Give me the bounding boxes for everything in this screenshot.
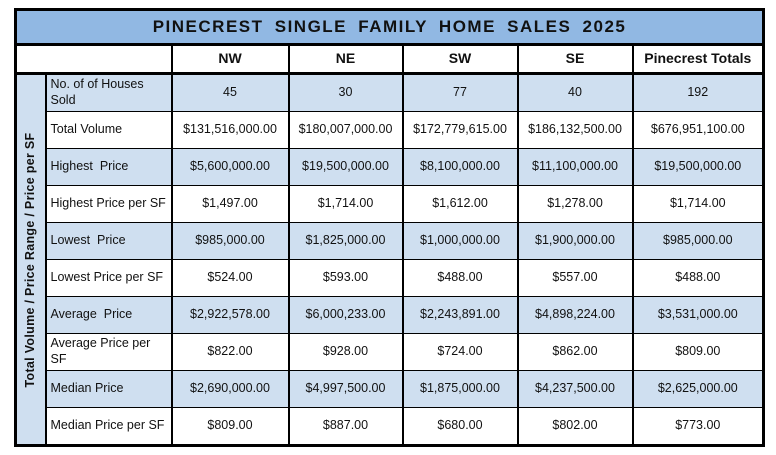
table-row: Average Price $2,922,578.00 $6,000,233.00 $…: [16, 296, 765, 334]
cell-value: $11,100,000.00: [516, 148, 634, 186]
cell-value: $862.00: [516, 333, 634, 371]
column-header-totals: Pinecrest Totals: [631, 44, 765, 75]
table-row: Median Price $2,690,000.00 $4,997,500.00 $1…: [16, 370, 765, 408]
cell-value: $593.00: [287, 259, 404, 297]
cell-value: $1,714.00: [287, 185, 404, 223]
table-row: Average Price per SF $822.00 $928.00 $724.0…: [16, 333, 765, 371]
cell-value: $6,000,233.00: [287, 296, 404, 334]
cell-value: $887.00: [287, 407, 404, 446]
cell-value: $680.00: [401, 407, 519, 446]
column-header-nw: NW: [170, 44, 290, 75]
column-header-se: SE: [516, 44, 634, 75]
column-header-ne: NE: [287, 44, 404, 75]
row-label: Lowest Price per SF: [44, 259, 173, 297]
table-row: Highest Price per SF $1,497.00 $1,714.00 $1…: [16, 185, 765, 223]
cell-value: $1,000,000.00: [401, 222, 519, 260]
cell-value: $1,825,000.00: [287, 222, 404, 260]
table-title: PINECREST SINGLE FAMILY HOME SALES 2025: [14, 9, 765, 46]
table-row: Lowest Price per SF $524.00 $593.00 $488.00…: [16, 259, 765, 297]
cell-value: $676,951,100.00: [631, 111, 765, 149]
cell-value: $773.00: [631, 407, 765, 446]
cell-value: $1,714.00: [631, 185, 765, 223]
cell-value: $1,278.00: [516, 185, 634, 223]
home-sales-table: PINECREST SINGLE FAMILY HOME SALES 2025 …: [14, 8, 766, 447]
cell-value: $802.00: [516, 407, 634, 446]
cell-value: 45: [170, 73, 290, 112]
cell-value: $822.00: [170, 333, 290, 371]
table-row: Lowest Price $985,000.00 $1,825,000.00 $1,0…: [16, 222, 765, 260]
cell-value: $2,625,000.00: [631, 370, 765, 408]
table-row: Median Price per SF $809.00 $887.00 $680.00…: [16, 407, 765, 446]
cell-value: $3,531,000.00: [631, 296, 765, 334]
cell-value: $2,922,578.00: [170, 296, 290, 334]
title-row: PINECREST SINGLE FAMILY HOME SALES 2025: [14, 9, 765, 46]
row-label: Lowest Price: [44, 222, 173, 260]
cell-value: $19,500,000.00: [287, 148, 404, 186]
cell-value: $724.00: [401, 333, 519, 371]
row-label: Highest Price: [44, 148, 173, 186]
cell-value: $1,497.00: [170, 185, 290, 223]
row-label: Average Price: [44, 296, 173, 334]
corner-cell: [14, 44, 173, 75]
column-header-row: NW NE SW SE Pinecrest Totals: [14, 44, 765, 75]
cell-value: $19,500,000.00: [631, 148, 765, 186]
cell-value: $131,516,000.00: [170, 111, 290, 149]
row-label: Total Volume: [44, 111, 173, 149]
row-axis-label-cell: Total Volume / Price Range / Price per S…: [14, 73, 47, 446]
table-row: Total Volume $131,516,000.00 $180,007,000.…: [16, 111, 765, 149]
cell-value: $488.00: [401, 259, 519, 297]
cell-value: $524.00: [170, 259, 290, 297]
cell-value: $180,007,000.00: [287, 111, 404, 149]
cell-value: $4,237,500.00: [516, 370, 634, 408]
row-label: Highest Price per SF: [44, 185, 173, 223]
cell-value: 192: [631, 73, 765, 112]
row-axis-label: Total Volume / Price Range / Price per S…: [22, 132, 37, 387]
cell-value: $186,132,500.00: [516, 111, 634, 149]
cell-value: $809.00: [170, 407, 290, 446]
cell-value: $8,100,000.00: [401, 148, 519, 186]
column-header-sw: SW: [401, 44, 519, 75]
row-label: Median Price per SF: [44, 407, 173, 446]
cell-value: $1,900,000.00: [516, 222, 634, 260]
row-label: Average Price per SF: [44, 333, 173, 371]
table-row: Highest Price $5,600,000.00 $19,500,000.00…: [16, 148, 765, 186]
cell-value: $985,000.00: [631, 222, 765, 260]
cell-value: 40: [516, 73, 634, 112]
cell-value: $557.00: [516, 259, 634, 297]
cell-value: $5,600,000.00: [170, 148, 290, 186]
cell-value: 77: [401, 73, 519, 112]
cell-value: $1,612.00: [401, 185, 519, 223]
cell-value: $172,779,615.00: [401, 111, 519, 149]
table-row: Total Volume / Price Range / Price per S…: [14, 73, 765, 446]
cell-value: 30: [287, 73, 404, 112]
cell-value: $2,243,891.00: [401, 296, 519, 334]
cell-value: $2,690,000.00: [170, 370, 290, 408]
cell-value: $488.00: [631, 259, 765, 297]
cell-value: $985,000.00: [170, 222, 290, 260]
row-label: No. of of Houses Sold: [44, 73, 173, 112]
cell-value: $1,875,000.00: [401, 370, 519, 408]
cell-value: $809.00: [631, 333, 765, 371]
cell-value: $4,898,224.00: [516, 296, 634, 334]
cell-value: $928.00: [287, 333, 404, 371]
cell-value: $4,997,500.00: [287, 370, 404, 408]
row-label: Median Price: [44, 370, 173, 408]
